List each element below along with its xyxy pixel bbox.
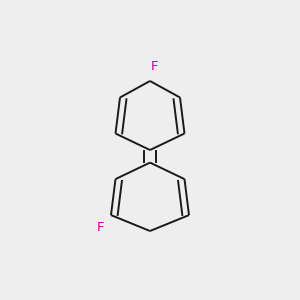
- Text: F: F: [151, 61, 158, 74]
- Text: F: F: [97, 221, 104, 234]
